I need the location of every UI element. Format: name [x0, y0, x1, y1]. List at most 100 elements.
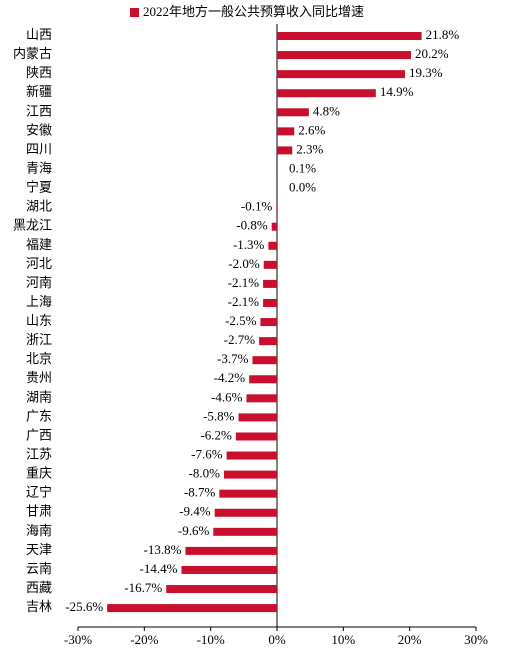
y-tick-label: 重庆 [26, 466, 52, 481]
value-label: 0.0% [289, 180, 316, 195]
bar [252, 356, 277, 365]
value-label: 20.2% [415, 46, 449, 61]
value-label: -3.7% [217, 351, 249, 366]
bar [213, 527, 277, 536]
bar [263, 279, 277, 288]
y-tick-label: 云南 [26, 561, 52, 576]
y-tick-label: 海南 [26, 523, 52, 538]
value-label: -8.7% [184, 485, 216, 500]
y-tick-label: 天津 [26, 542, 52, 557]
y-tick-label: 青海 [26, 160, 52, 175]
y-tick-label: 福建 [26, 237, 52, 252]
y-tick-label: 河南 [26, 275, 52, 290]
value-label: 4.8% [313, 103, 340, 118]
bar [185, 546, 277, 555]
x-tick-label: 0% [268, 632, 286, 647]
value-label: -1.3% [233, 237, 265, 252]
value-label: -2.7% [224, 332, 256, 347]
value-label: -16.7% [124, 580, 162, 595]
y-tick-label: 黑龙江 [13, 218, 52, 233]
x-tick-label: -10% [197, 632, 225, 647]
y-tick-label: 新疆 [26, 84, 52, 99]
y-tick-label: 陕西 [26, 65, 52, 80]
x-tick-label: 10% [331, 632, 355, 647]
value-label: 0.1% [289, 160, 316, 175]
value-label: -25.6% [65, 599, 103, 614]
y-tick-label: 内蒙古 [13, 46, 52, 61]
bar [271, 222, 277, 231]
bar [277, 51, 411, 60]
y-tick-label: 广东 [26, 408, 52, 423]
bar [226, 451, 277, 460]
bar [246, 394, 277, 403]
value-label: -2.5% [225, 313, 257, 328]
y-tick-label: 北京 [26, 351, 52, 366]
bar [181, 565, 277, 574]
value-label: 21.8% [426, 27, 460, 42]
value-label: -9.6% [178, 523, 210, 538]
y-tick-label: 吉林 [26, 599, 52, 614]
value-label: -9.4% [179, 504, 211, 519]
value-label: 19.3% [409, 65, 443, 80]
y-tick-label: 四川 [26, 141, 52, 156]
y-tick-label: 贵州 [26, 370, 52, 385]
y-tick-label: 广西 [26, 427, 52, 442]
value-label: -4.2% [214, 370, 246, 385]
y-tick-label: 山西 [26, 27, 52, 42]
bar [277, 108, 309, 117]
y-tick-label: 安徽 [26, 122, 52, 137]
value-label: -4.6% [211, 389, 243, 404]
value-label: -5.8% [203, 408, 235, 423]
bar [263, 298, 277, 307]
bar [260, 318, 277, 327]
value-label: 2.6% [298, 122, 325, 137]
value-label: -14.4% [140, 561, 178, 576]
value-label: -7.6% [191, 447, 223, 462]
bar [277, 32, 422, 40]
bar [214, 508, 277, 517]
y-tick-label: 辽宁 [26, 485, 52, 500]
bar [268, 241, 277, 250]
y-tick-label: 湖南 [26, 389, 52, 404]
x-tick-label: 20% [398, 632, 422, 647]
y-tick-label: 西藏 [26, 580, 52, 595]
value-label: 14.9% [380, 84, 414, 99]
value-label: -2.1% [228, 275, 260, 290]
value-label: -6.2% [200, 427, 232, 442]
bar [235, 432, 277, 441]
y-tick-label: 河北 [26, 256, 52, 271]
y-tick-label: 山东 [26, 313, 52, 328]
value-label: -2.1% [228, 294, 260, 309]
y-tick-label: 江苏 [26, 447, 52, 462]
bar [238, 413, 277, 422]
bar [223, 470, 277, 479]
y-tick-label: 甘肃 [26, 504, 52, 519]
bar [166, 585, 277, 594]
value-label: 2.3% [296, 141, 323, 156]
value-label: -13.8% [144, 542, 182, 557]
bar [277, 127, 295, 136]
bar [219, 489, 277, 498]
y-tick-label: 湖北 [26, 199, 52, 214]
x-tick-label: -20% [130, 632, 158, 647]
legend-label: 2022年地方一般公共预算收入同比增速 [143, 4, 364, 19]
bar [277, 165, 278, 174]
bar [259, 337, 277, 346]
bar [277, 89, 376, 98]
x-tick-label: 30% [464, 632, 488, 647]
value-label: -0.1% [241, 199, 273, 214]
value-label: -0.8% [236, 218, 268, 233]
value-label: -8.0% [189, 466, 221, 481]
bar [249, 375, 277, 384]
y-tick-label: 上海 [26, 294, 52, 309]
bar [263, 260, 277, 269]
bar [277, 70, 406, 79]
x-tick-label: -30% [64, 632, 92, 647]
y-tick-label: 浙江 [26, 332, 52, 347]
bar [107, 604, 277, 613]
bar [277, 146, 293, 155]
value-label: -2.0% [228, 256, 260, 271]
legend-swatch [130, 8, 139, 17]
bar [276, 203, 277, 212]
